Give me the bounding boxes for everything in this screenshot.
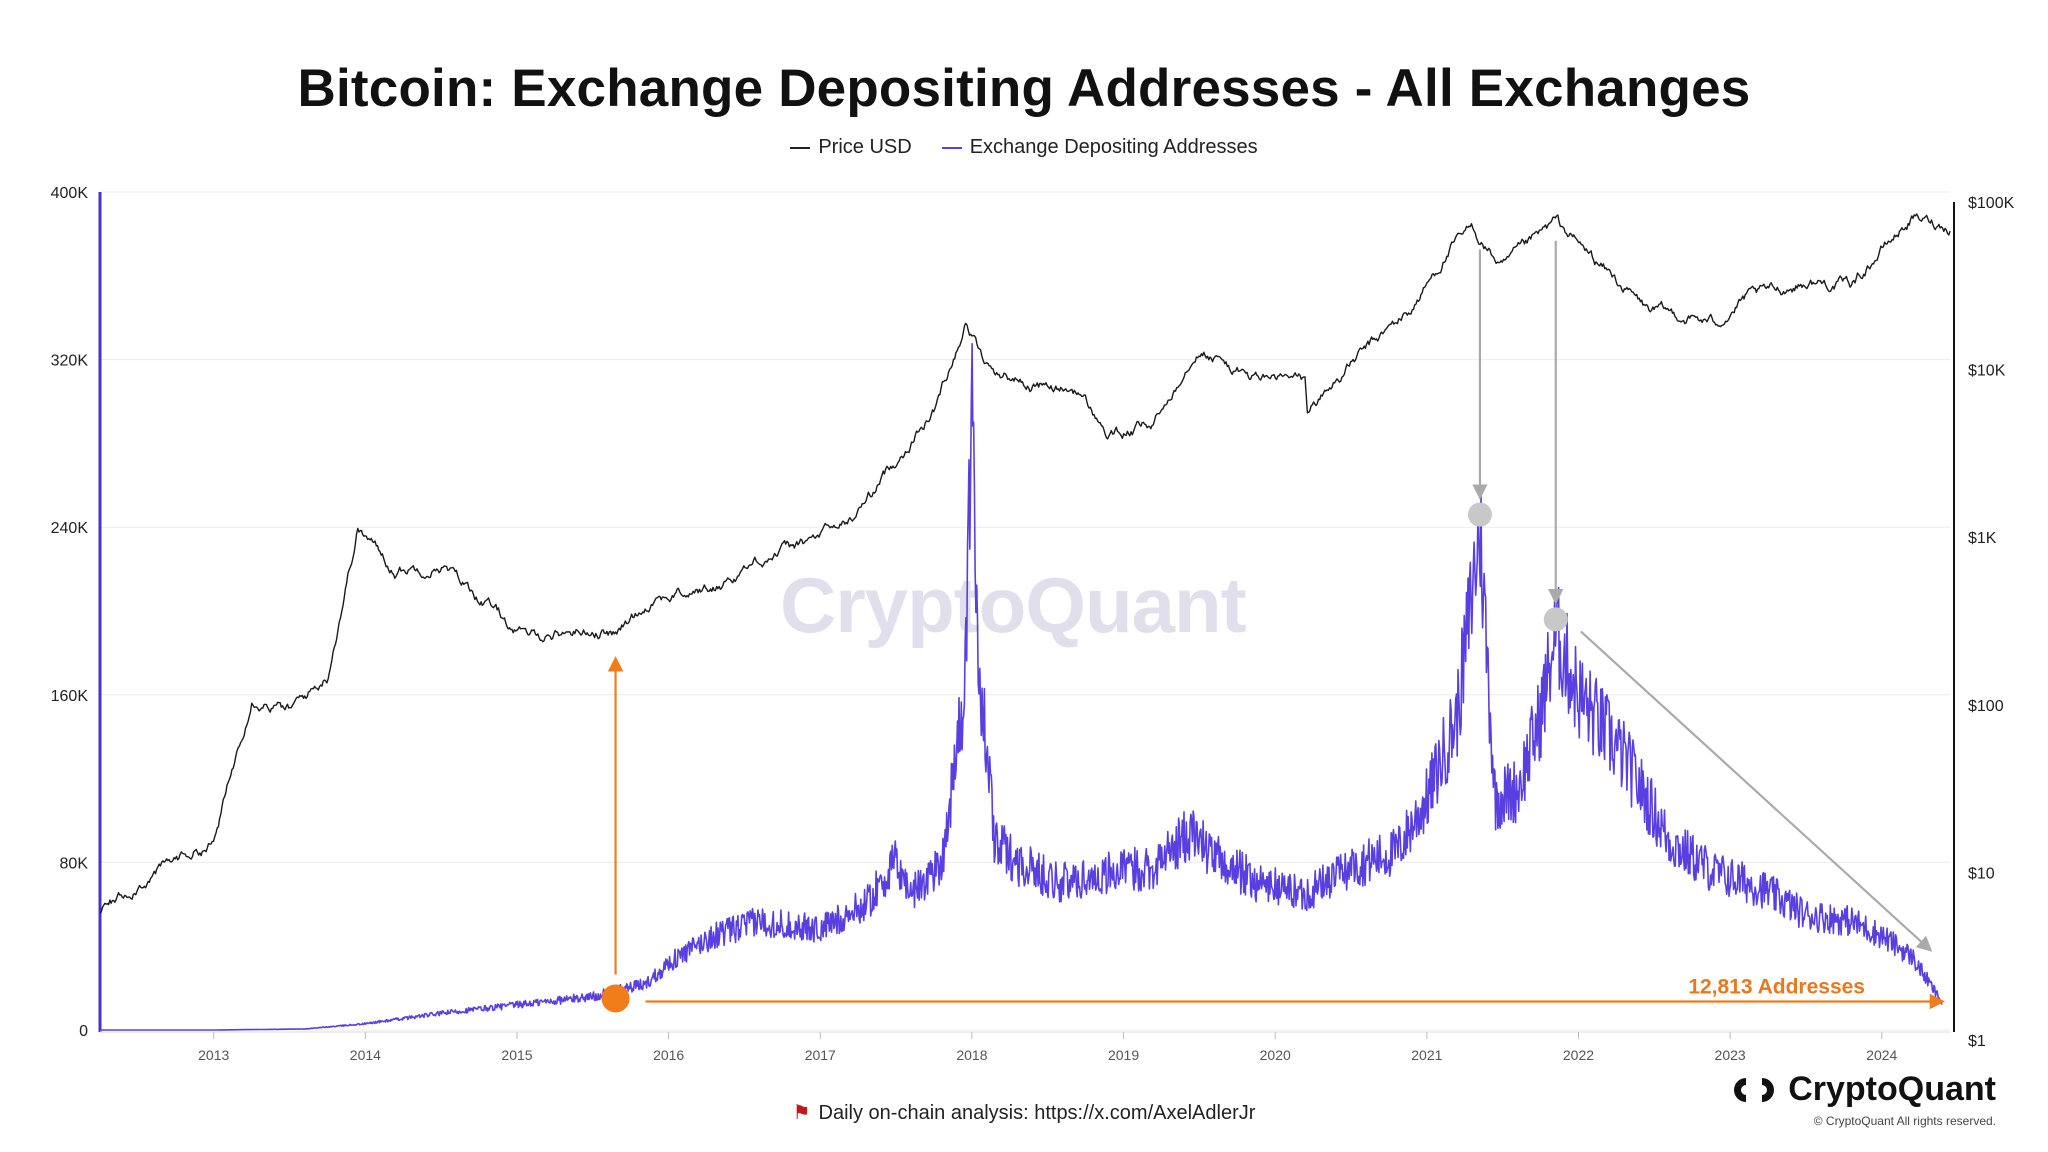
left-axis-tick: 400K (51, 185, 89, 202)
left-axis-tick: 320K (51, 353, 89, 370)
watermark: CryptoQuant (780, 561, 1247, 649)
x-axis-tick: 2021 (1411, 1047, 1442, 1063)
x-axis-tick: 2015 (501, 1047, 532, 1063)
annotation-label-addresses: 12,813 Addresses (1688, 975, 1865, 998)
footer-note[interactable]: ⚑ Daily on-chain analysis: https://x.com/… (0, 1100, 2048, 1125)
left-axis-tick: 80K (60, 855, 89, 872)
x-axis-tick: 2017 (805, 1047, 836, 1063)
x-axis-tick: 2022 (1563, 1047, 1594, 1063)
legend-label-addresses: Exchange Depositing Addresses (969, 136, 1258, 158)
annotation-marker-orange (601, 984, 630, 1013)
legend-swatch-price (790, 146, 811, 149)
left-axis-tick: 240K (51, 520, 89, 537)
right-axis-tick: $10 (1968, 865, 1995, 882)
legend-item-price[interactable]: Price USD (790, 136, 912, 159)
chart-title: Bitcoin: Exchange Depositing Addresses -… (297, 59, 1751, 118)
cryptoquant-logo-icon (1734, 1077, 1775, 1102)
legend-swatch-addresses (941, 146, 962, 149)
flag-icon: ⚑ (792, 1102, 811, 1124)
x-axis-tick: 2016 (653, 1047, 684, 1063)
annotation-marker-grey (1543, 607, 1568, 632)
x-axis-tick: 2024 (1866, 1047, 1897, 1063)
footer-link[interactable]: Daily on-chain analysis: https://x.com/A… (818, 1102, 1256, 1124)
right-axis-tick: $100K (1968, 195, 2015, 212)
legend-item-addresses[interactable]: Exchange Depositing Addresses (941, 136, 1258, 159)
copyright: © CryptoQuant All rights reserved. (1813, 1114, 1996, 1128)
brand-name: CryptoQuant (1788, 1070, 1996, 1108)
right-axis-tick: $1K (1968, 530, 1997, 547)
series-price-usd (99, 213, 1951, 914)
right-axis-tick: $100 (1968, 698, 2004, 715)
x-axis-tick: 2018 (956, 1047, 987, 1063)
left-axis-tick: 160K (51, 688, 89, 705)
right-axis-tick: $1 (1968, 1033, 1986, 1050)
brand-logo: CryptoQuant (1732, 1070, 1996, 1109)
series-exchange-depositing-addresses (100, 342, 1943, 1031)
right-axis-tick: $10K (1968, 363, 2006, 380)
legend: Price USD Exchange Depositing Addresses (0, 136, 2048, 159)
x-axis-tick: 2014 (350, 1047, 381, 1063)
annotation-marker-grey (1467, 502, 1492, 527)
x-axis-tick: 2019 (1108, 1047, 1139, 1063)
x-axis-tick: 2023 (1715, 1047, 1746, 1063)
legend-label-price: Price USD (818, 136, 912, 158)
x-axis-tick: 2013 (198, 1047, 229, 1063)
x-axis-tick: 2020 (1260, 1047, 1291, 1063)
annotation-arrow-diagonal (1579, 630, 1933, 952)
left-axis-tick: 0 (79, 1023, 88, 1040)
